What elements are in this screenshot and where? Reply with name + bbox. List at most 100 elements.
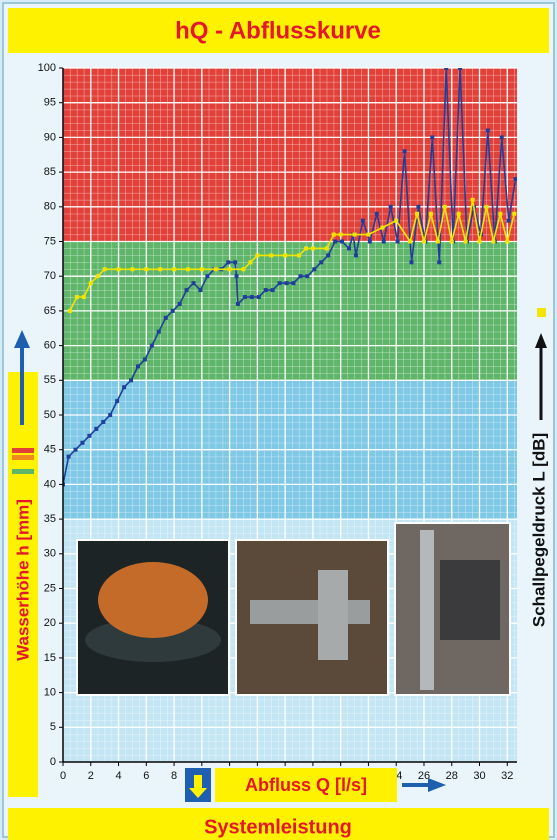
point xyxy=(235,301,240,306)
y-label-strip xyxy=(8,372,38,797)
footer-title: Systemleistung xyxy=(204,816,352,838)
point xyxy=(226,260,231,265)
y-tick-label: 15 xyxy=(44,652,56,664)
x-label-box xyxy=(215,768,397,802)
series-line xyxy=(69,199,515,312)
point xyxy=(255,253,260,258)
y-axis-title: Wasserhöhe h [mm] xyxy=(13,499,32,661)
point xyxy=(458,68,463,70)
title-bar xyxy=(8,8,549,53)
point xyxy=(477,239,482,244)
point xyxy=(444,68,449,70)
point xyxy=(241,267,246,272)
point xyxy=(437,260,442,265)
y-tick-label: 85 xyxy=(44,166,56,178)
point xyxy=(428,211,433,216)
x-tick-label: 4 xyxy=(115,770,121,782)
legend-swatch xyxy=(12,455,34,460)
point xyxy=(435,239,440,244)
point xyxy=(491,239,496,244)
x-tick-label: 28 xyxy=(446,770,458,782)
x-tick-label: 30 xyxy=(473,770,485,782)
x-tick-label: 8 xyxy=(171,770,177,782)
point xyxy=(498,211,503,216)
point xyxy=(129,378,134,383)
point xyxy=(284,281,289,286)
y-tick-label: 90 xyxy=(44,131,56,143)
point xyxy=(305,274,310,279)
point xyxy=(234,274,239,279)
point xyxy=(88,281,93,286)
point xyxy=(416,204,421,209)
point xyxy=(199,267,204,272)
legend-swatch xyxy=(12,469,34,474)
point xyxy=(381,239,386,244)
point xyxy=(430,135,435,140)
x-tick-label: 26 xyxy=(418,770,430,782)
point xyxy=(499,135,504,140)
point xyxy=(367,239,372,244)
footer-bar xyxy=(8,808,549,840)
point xyxy=(63,482,65,487)
point xyxy=(366,232,371,237)
point xyxy=(470,197,475,202)
point xyxy=(67,308,72,313)
point xyxy=(66,454,71,459)
point xyxy=(485,128,490,133)
legend-swatch xyxy=(12,462,34,467)
point xyxy=(409,260,414,265)
point xyxy=(277,281,282,286)
point xyxy=(248,260,253,265)
point xyxy=(326,253,331,258)
point xyxy=(205,274,210,279)
y-tick-label: 35 xyxy=(44,513,56,525)
y-tick-label: 0 xyxy=(50,756,56,768)
point xyxy=(484,204,489,209)
point xyxy=(505,239,510,244)
point xyxy=(449,239,454,244)
point xyxy=(456,211,461,216)
point xyxy=(512,211,517,216)
x-tick-label: 6 xyxy=(143,770,149,782)
point xyxy=(310,246,315,251)
y-tick-label: 25 xyxy=(44,582,56,594)
point xyxy=(319,260,324,265)
point xyxy=(80,440,85,445)
arrow-head xyxy=(428,778,446,792)
point xyxy=(185,267,190,272)
point xyxy=(395,239,400,244)
point xyxy=(283,253,288,258)
chart-title: hQ - Abflusskurve xyxy=(175,17,381,44)
legend-swatch xyxy=(12,448,34,453)
point xyxy=(81,295,86,300)
point xyxy=(374,211,379,216)
arrow-head xyxy=(189,775,207,798)
point xyxy=(298,274,303,279)
arrow-head xyxy=(535,333,547,348)
y-tick-label: 60 xyxy=(44,340,56,352)
point xyxy=(297,253,302,258)
y-tick-label: 5 xyxy=(50,721,56,733)
point xyxy=(142,357,147,362)
point xyxy=(270,288,275,293)
point xyxy=(380,225,385,230)
point xyxy=(213,267,218,272)
photo-detail xyxy=(420,530,434,690)
photos xyxy=(76,522,511,696)
point xyxy=(122,385,127,390)
point xyxy=(242,295,247,300)
point xyxy=(87,433,92,438)
arrow-head xyxy=(14,330,30,348)
y-tick-label: 75 xyxy=(44,235,56,247)
point xyxy=(360,218,365,223)
point xyxy=(338,232,343,237)
point xyxy=(421,239,426,244)
point xyxy=(263,288,268,293)
y-tick-label: 20 xyxy=(44,617,56,629)
y-tick-label: 70 xyxy=(44,270,56,282)
point xyxy=(303,246,308,251)
point xyxy=(158,267,163,272)
point xyxy=(340,239,345,244)
